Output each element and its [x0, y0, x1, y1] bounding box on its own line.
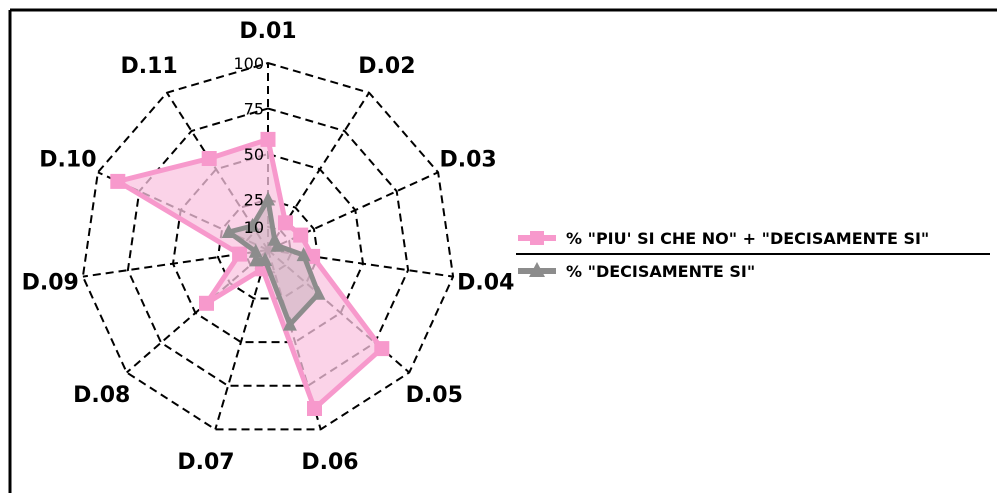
data-point-D.01	[261, 191, 275, 206]
data-point-D.03	[293, 227, 309, 243]
tick-label-50: 50	[244, 145, 264, 164]
data-point-D.09	[232, 246, 248, 262]
data-point-D.10	[110, 173, 126, 189]
tick-label-25: 25	[244, 191, 264, 210]
data-point-D.06	[282, 316, 297, 331]
grid-spoke	[214, 249, 269, 430]
category-label-D.11: D.11	[120, 54, 177, 79]
data-point-D.07	[258, 252, 273, 266]
tick-label-100: 100	[233, 54, 264, 73]
data-point-D.10	[221, 224, 236, 238]
legend-swatch-marker	[530, 231, 544, 245]
category-label-D.08: D.08	[73, 383, 130, 408]
category-label-D.06: D.06	[301, 450, 358, 475]
series-1	[110, 131, 390, 416]
legend-entry-1: % "PIU' SI CHE NO" + "DECISAMENTE SI"	[518, 229, 929, 248]
data-point-D.08	[199, 295, 214, 311]
legend-swatch-marker	[529, 262, 545, 277]
category-label-D.10: D.10	[39, 148, 96, 173]
data-point-D.08	[249, 252, 263, 267]
grid-ring	[81, 61, 455, 431]
data-point-D.05	[374, 341, 390, 357]
data-point-D.05	[311, 285, 326, 300]
legend: % "PIU' SI CHE NO" + "DECISAMENTE SI" % "…	[516, 229, 990, 281]
data-point-D.11	[245, 217, 260, 232]
data-point-D.06	[307, 401, 322, 416]
legend-label: % "DECISAMENTE SI"	[566, 262, 755, 281]
tick-label-10: 10	[244, 218, 264, 237]
radial-tick-labels: 10 25 50 75 100	[233, 54, 264, 237]
category-labels: D.01 D.02 D.03 D.04 D.05 D.06 D.07 D.08 D.09 D.10…	[22, 19, 515, 475]
category-label-D.04: D.04	[457, 270, 514, 295]
category-label-D.09: D.09	[22, 270, 79, 295]
data-point-D.03	[270, 237, 285, 252]
category-label-D.03: D.03	[439, 148, 496, 173]
series-2	[221, 191, 326, 331]
data-point-D.02	[278, 215, 293, 231]
series-layer	[110, 131, 390, 416]
category-label-D.01: D.01	[239, 19, 296, 44]
data-point-D.09	[248, 243, 263, 258]
legend-entry-2: % "DECISAMENTE SI"	[518, 262, 755, 281]
data-point-D.11	[201, 151, 217, 166]
data-point-D.01	[260, 131, 276, 147]
category-label-D.02: D.02	[358, 54, 415, 79]
category-label-D.05: D.05	[406, 383, 463, 408]
data-point-D.04	[296, 247, 311, 262]
category-label-D.07: D.07	[177, 450, 234, 475]
plot-border	[8, 8, 997, 493]
tick-label-75: 75	[244, 100, 264, 119]
legend-label: % "PIU' SI CHE NO" + "DECISAMENTE SI"	[566, 229, 929, 248]
